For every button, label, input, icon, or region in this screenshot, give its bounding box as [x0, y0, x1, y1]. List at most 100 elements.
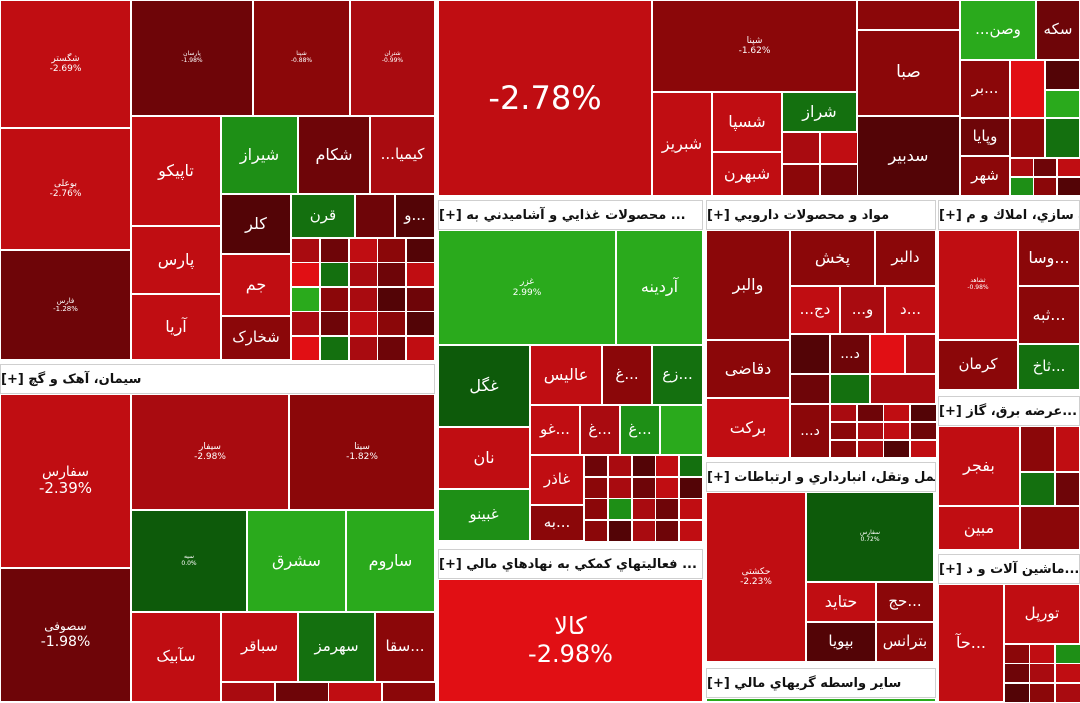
treemap-tile[interactable]: [382, 682, 436, 702]
treemap-tile[interactable]: ...د: [790, 404, 830, 458]
treemap-tile[interactable]: [1004, 683, 1030, 703]
treemap-tile[interactable]: شتران -0.99%: [350, 0, 435, 116]
treemap-tile[interactable]: حآ...: [938, 584, 1004, 702]
treemap-tile[interactable]: [660, 405, 703, 455]
treemap-tile[interactable]: [377, 262, 406, 287]
treemap-tile[interactable]: [857, 0, 960, 30]
treemap-tile[interactable]: [830, 422, 857, 440]
treemap-tile[interactable]: فارس -1.28%: [0, 250, 131, 360]
sector-header[interactable]: ... فعاليتهاي كمكي به نهادهاي مالي [+]: [438, 549, 703, 579]
sector-header[interactable]: مواد و محصولات دارويي [+]: [706, 200, 936, 230]
treemap-tile[interactable]: شهر: [960, 156, 1010, 196]
treemap-tile[interactable]: [782, 132, 820, 164]
sector-header[interactable]: ... محصولات غذايي و آشاميدني به [+]: [438, 200, 703, 230]
treemap-tile[interactable]: -2.78%: [438, 0, 652, 196]
treemap-tile[interactable]: بوعلی -2.76%: [0, 128, 131, 250]
treemap-tile[interactable]: سیفار -2.98%: [131, 394, 289, 510]
treemap-tile[interactable]: قرن: [291, 194, 355, 238]
treemap-tile[interactable]: [1055, 663, 1080, 683]
treemap-tile[interactable]: [655, 520, 679, 542]
treemap-tile[interactable]: مبین: [938, 506, 1020, 550]
treemap-tile[interactable]: [1033, 158, 1057, 177]
treemap-tile[interactable]: سصوفی -1.98%: [0, 568, 131, 702]
treemap-tile[interactable]: [1045, 90, 1080, 118]
treemap-tile[interactable]: [1020, 426, 1055, 472]
treemap-tile[interactable]: دقاضی: [706, 340, 790, 398]
treemap-tile[interactable]: [910, 422, 937, 440]
treemap-tile[interactable]: [870, 374, 936, 404]
treemap-tile[interactable]: کالا -2.98%: [438, 579, 703, 702]
treemap-tile[interactable]: [608, 520, 632, 542]
treemap-tile[interactable]: [655, 455, 679, 477]
treemap-tile[interactable]: [349, 336, 378, 361]
treemap-tile[interactable]: وسا...: [1018, 230, 1080, 286]
treemap-tile[interactable]: ...وصن: [960, 0, 1036, 60]
treemap-tile[interactable]: عالیس: [530, 345, 602, 405]
sector-header[interactable]: سیمان، آهک و گچ [+]: [0, 364, 435, 394]
treemap-tile[interactable]: [1029, 683, 1055, 703]
treemap-tile[interactable]: [679, 455, 703, 477]
treemap-tile[interactable]: برکت: [706, 398, 790, 458]
treemap-tile[interactable]: [857, 440, 884, 458]
treemap-tile[interactable]: [1055, 472, 1080, 506]
treemap-tile[interactable]: و...: [395, 194, 435, 238]
treemap-tile[interactable]: تورپل: [1004, 584, 1080, 644]
treemap-tile[interactable]: [349, 311, 378, 336]
treemap-tile[interactable]: [377, 336, 406, 361]
treemap-tile[interactable]: [320, 336, 349, 361]
treemap-tile[interactable]: [406, 262, 435, 287]
treemap-tile[interactable]: [1010, 177, 1034, 196]
treemap-tile[interactable]: [1057, 177, 1080, 196]
treemap-tile[interactable]: [1033, 177, 1057, 196]
treemap-tile[interactable]: [830, 404, 857, 422]
treemap-tile[interactable]: [1004, 663, 1030, 683]
treemap-tile[interactable]: بپویا: [806, 622, 876, 662]
treemap-tile[interactable]: والبر: [706, 230, 790, 340]
treemap-tile[interactable]: [910, 404, 937, 422]
treemap-tile[interactable]: [632, 498, 656, 520]
treemap-tile[interactable]: [706, 698, 936, 702]
treemap-tile[interactable]: [1004, 644, 1030, 664]
treemap-tile[interactable]: [1029, 663, 1055, 683]
treemap-tile[interactable]: [830, 440, 857, 458]
treemap-tile[interactable]: د...: [885, 286, 936, 334]
treemap-tile[interactable]: [830, 374, 870, 404]
treemap-tile[interactable]: ...و: [840, 286, 885, 334]
treemap-tile[interactable]: [1020, 472, 1055, 506]
treemap-tile[interactable]: شکام: [298, 116, 370, 194]
treemap-tile[interactable]: [584, 477, 608, 499]
treemap-tile[interactable]: [1057, 158, 1080, 177]
treemap-tile[interactable]: [857, 404, 884, 422]
treemap-tile[interactable]: بر...: [960, 60, 1010, 118]
treemap-tile[interactable]: شخارک: [221, 316, 291, 360]
sector-header[interactable]: ...عرضه برق، گاز [+]: [938, 396, 1080, 426]
treemap-tile[interactable]: [655, 498, 679, 520]
treemap-tile[interactable]: شبهرن: [712, 152, 782, 196]
treemap-tile[interactable]: آردینه: [616, 230, 703, 345]
treemap-tile[interactable]: [406, 238, 435, 263]
treemap-tile[interactable]: شبریز: [652, 92, 712, 196]
treemap-tile[interactable]: [406, 287, 435, 312]
treemap-tile[interactable]: [584, 520, 608, 542]
treemap-tile[interactable]: غزر 2.99%: [438, 230, 616, 345]
treemap-tile[interactable]: [355, 194, 395, 238]
treemap-tile[interactable]: شراز: [782, 92, 857, 132]
treemap-tile[interactable]: [406, 311, 435, 336]
treemap-tile[interactable]: غ...: [580, 405, 620, 455]
treemap-tile[interactable]: ساروم: [346, 510, 435, 612]
treemap-tile[interactable]: [320, 311, 349, 336]
treemap-tile[interactable]: [291, 287, 320, 312]
treemap-tile[interactable]: سباقر: [221, 612, 298, 682]
treemap-tile[interactable]: [377, 311, 406, 336]
treemap-tile[interactable]: غو...: [530, 405, 580, 455]
treemap-tile[interactable]: شسپا: [712, 92, 782, 152]
treemap-tile[interactable]: ثشاهد -0.98%: [938, 230, 1018, 340]
treemap-tile[interactable]: [291, 336, 320, 361]
treemap-tile[interactable]: سشرق: [247, 510, 346, 612]
treemap-tile[interactable]: [291, 238, 320, 263]
treemap-tile[interactable]: جم: [221, 254, 291, 316]
treemap-tile[interactable]: کلر: [221, 194, 291, 254]
treemap-tile[interactable]: [1010, 60, 1045, 118]
treemap-tile[interactable]: [221, 682, 275, 702]
sector-header[interactable]: ... ه سازي، املاك و م [+]: [938, 200, 1080, 230]
